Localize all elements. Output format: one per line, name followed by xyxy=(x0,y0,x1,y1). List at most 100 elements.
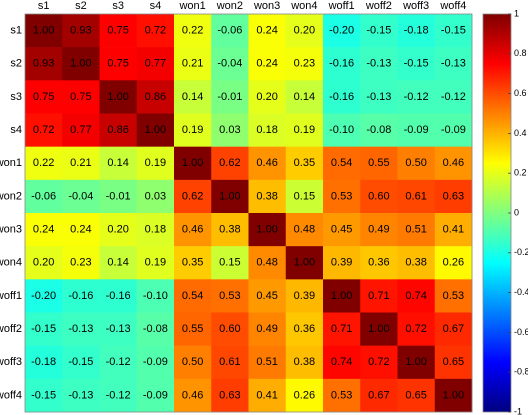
cell-label: 0.61 xyxy=(405,190,426,202)
y-tick-label: woff4 xyxy=(0,389,22,401)
cell-label: 0.35 xyxy=(294,157,315,169)
heatmap-cell xyxy=(136,378,175,413)
heatmap-cell xyxy=(174,312,212,346)
heatmap-cell xyxy=(62,246,100,280)
cell-label: -0.09 xyxy=(404,124,429,136)
cell-label: -0.13 xyxy=(68,323,93,335)
cell-label: -0.16 xyxy=(106,290,131,302)
heatmap-cell xyxy=(99,213,138,247)
cell-label: -0.15 xyxy=(441,24,466,36)
heatmap-cell xyxy=(285,113,324,147)
cell-label: 0.67 xyxy=(368,389,389,401)
cell-label: 0.14 xyxy=(182,91,203,103)
plot-frame xyxy=(24,13,473,413)
heatmap-cell xyxy=(25,113,63,147)
heatmap-cell xyxy=(25,279,63,313)
heatmap-cell xyxy=(136,80,175,114)
cell-label: 0.19 xyxy=(145,257,166,269)
heatmap-cell xyxy=(285,279,324,313)
y-tick-label: won2 xyxy=(0,190,22,202)
cell-label: -0.13 xyxy=(68,389,93,401)
cell-label: 0.21 xyxy=(70,157,91,169)
heatmap-cell xyxy=(360,14,398,48)
heatmap-cell xyxy=(25,213,63,247)
heatmap-cell xyxy=(248,113,287,147)
y-tick-label: woff3 xyxy=(0,356,22,368)
cell-label: 0.46 xyxy=(182,389,203,401)
heatmap-cell xyxy=(174,279,212,313)
cell-label: 1.00 xyxy=(368,323,389,335)
heatmap-cell xyxy=(25,345,63,380)
x-tick-label: woff4 xyxy=(439,0,466,12)
cell-label: 0.51 xyxy=(256,356,277,368)
heatmap-cell xyxy=(174,378,212,413)
heatmap-cell xyxy=(397,246,436,280)
heatmap-cell xyxy=(323,213,361,247)
cell-label: 1.00 xyxy=(219,190,240,202)
cell-label: -0.12 xyxy=(404,91,429,103)
cell-label: -0.04 xyxy=(68,190,93,202)
heatmap-cell xyxy=(248,146,287,181)
heatmap-cell xyxy=(323,146,361,181)
heatmap-cell xyxy=(248,279,287,313)
cell-label: -0.16 xyxy=(329,91,354,103)
heatmap-cell xyxy=(25,146,63,181)
heatmap-cell xyxy=(62,378,100,413)
heatmap-cell xyxy=(99,80,138,114)
heatmap-cell xyxy=(174,146,212,181)
heatmap-cell xyxy=(62,113,100,147)
cell-label: 0.93 xyxy=(33,58,54,70)
heatmap-cell xyxy=(285,146,324,181)
cell-label: 0.53 xyxy=(331,389,352,401)
heatmap-cell xyxy=(136,246,175,280)
heatmap-cell xyxy=(360,179,398,214)
heatmap-cell xyxy=(211,179,249,214)
heatmap-cell xyxy=(136,179,175,214)
cell-label: 1.00 xyxy=(443,389,464,401)
cell-label: 0.24 xyxy=(256,24,277,36)
cell-label: 0.03 xyxy=(219,124,240,136)
heatmap-cell xyxy=(211,14,249,48)
cell-label: 0.72 xyxy=(145,24,166,36)
cell-label: 0.39 xyxy=(331,257,352,269)
heatmap-cell xyxy=(285,80,324,114)
heatmap-cell xyxy=(248,345,287,380)
heatmap-cell xyxy=(397,14,436,48)
heatmap-cell xyxy=(25,378,63,413)
heatmap-cell xyxy=(434,246,473,280)
heatmap-cell xyxy=(323,80,361,114)
cell-label: -0.06 xyxy=(217,24,242,36)
heatmap-cell xyxy=(434,14,473,48)
heatmap-cell xyxy=(434,312,473,346)
heatmap-cell xyxy=(248,312,287,346)
cell-label: 1.00 xyxy=(182,157,203,169)
heatmap-cell xyxy=(323,246,361,280)
heatmap-cell xyxy=(434,113,473,147)
cell-label: -0.18 xyxy=(404,24,429,36)
cell-label: 0.75 xyxy=(70,91,91,103)
heatmap-cell xyxy=(360,113,398,147)
cell-label: 0.48 xyxy=(294,223,315,235)
heatmap-cell xyxy=(99,312,138,346)
heatmap-cell xyxy=(434,146,473,181)
cell-label: 0.24 xyxy=(70,223,91,235)
heatmap-cell xyxy=(248,246,287,280)
heatmap-cell xyxy=(136,279,175,313)
cell-label: -0.16 xyxy=(68,290,93,302)
cell-label: 0.19 xyxy=(182,124,203,136)
x-tick-label: woff3 xyxy=(402,0,429,12)
cell-label: -0.13 xyxy=(366,91,391,103)
heatmap-cell xyxy=(397,179,436,214)
cell-label: 0.62 xyxy=(182,190,203,202)
heatmap-cell xyxy=(25,80,63,114)
heatmap-cell xyxy=(397,312,436,346)
cell-label: 0.46 xyxy=(256,157,277,169)
cell-label: 0.36 xyxy=(368,257,389,269)
heatmap-cell xyxy=(434,279,473,313)
cell-label: 0.41 xyxy=(256,389,277,401)
cell-label: 1.00 xyxy=(405,356,426,368)
cell-label: 0.60 xyxy=(219,323,240,335)
cell-label: 0.71 xyxy=(368,290,389,302)
cell-label: 0.15 xyxy=(294,190,315,202)
cell-label: 0.45 xyxy=(331,223,352,235)
